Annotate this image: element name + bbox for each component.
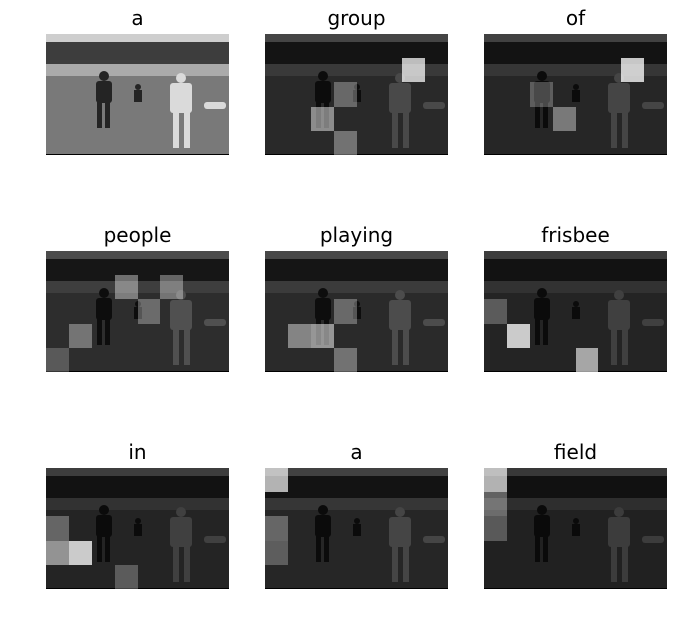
attention-cell [68,323,92,348]
attention-heatmap [265,468,448,589]
attention-cell [114,564,138,589]
attention-cell [333,299,357,324]
panel-word-title: in [128,440,147,464]
attention-cell [46,516,69,541]
panel-word-title: field [553,440,598,464]
panel-word-title: of [565,6,586,30]
attention-cell [46,540,69,565]
attention-cell [575,347,599,372]
attention-image [265,468,448,589]
attention-cell [333,130,357,155]
attention-heatmap [484,468,667,589]
attention-cell [310,106,334,131]
attention-cell [114,275,138,300]
panel-word-title: people [103,223,172,247]
attention-cell [621,58,645,83]
attention-cell [333,82,357,107]
attention-heatmap [46,468,229,589]
panel-word-title: frisbee [541,223,610,247]
attention-cell [506,323,530,348]
attention-cell [484,516,507,541]
attention-cell [265,540,288,565]
attention-cell [265,516,288,541]
attention-heatmap [484,34,667,155]
attention-cell [484,492,507,517]
attention-image [265,251,448,372]
panel-word-title: a [131,6,144,30]
attention-image [265,34,448,155]
attention-image [484,468,667,589]
attention-image [484,34,667,155]
attention-cell [265,468,288,493]
panel-word-title: group [327,6,386,30]
attention-cell [287,323,311,348]
attention-image [46,251,229,372]
attention-cell [46,347,69,372]
attention-heatmap [484,251,667,372]
attention-image [484,251,667,372]
panel-word-title: a [350,440,363,464]
attention-cell [484,468,507,493]
attention-heatmap [265,251,448,372]
attention-cell [529,82,553,107]
attention-cell [137,299,161,324]
attention-cell [160,275,184,300]
attention-cell [402,58,426,83]
attention-cell [552,106,576,131]
panel-word-title: playing [319,223,394,247]
attention-cell [68,540,92,565]
attention-heatmap [265,34,448,155]
attention-image [46,34,229,155]
attention-cell [484,299,507,324]
attention-image [46,468,229,589]
attention-heatmap [46,251,229,372]
attention-cell [310,323,334,348]
attention-cell [333,347,357,372]
